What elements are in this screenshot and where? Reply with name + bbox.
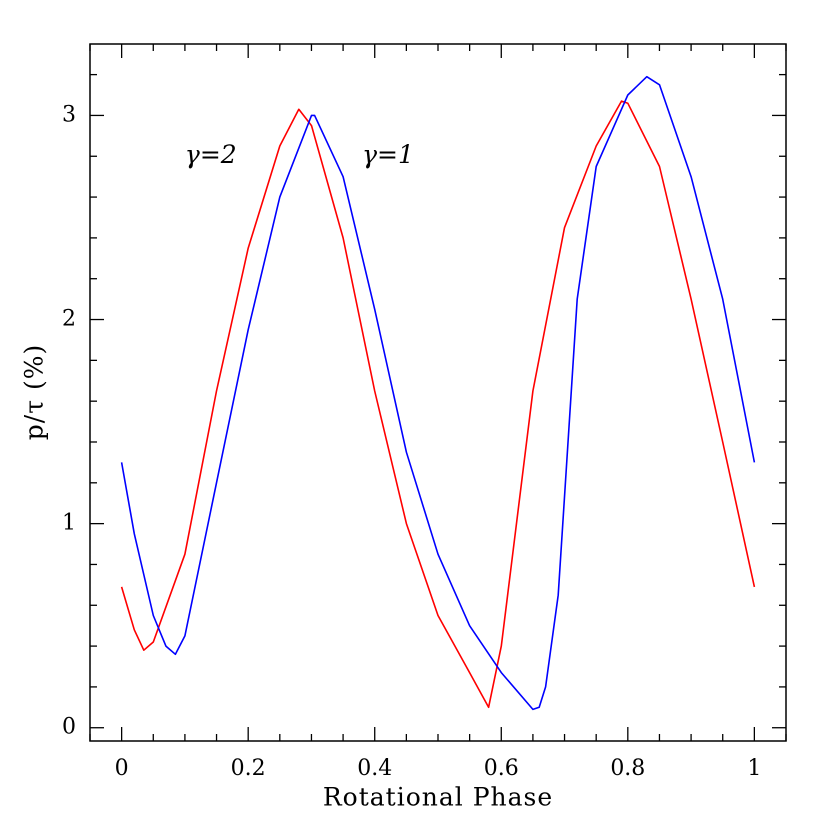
- x-tick-label: 0.8: [610, 756, 645, 781]
- x-tick-label: 0.4: [357, 756, 392, 781]
- y-tick-label: 3: [62, 102, 76, 127]
- x-tick-label: 1: [747, 756, 761, 781]
- data-line: [120, 75, 756, 711]
- y-axis-label: p/τ (%): [20, 344, 49, 440]
- y-tick-label: 1: [62, 511, 76, 536]
- annotation: γ=2: [185, 140, 237, 169]
- data-line: [120, 100, 756, 709]
- x-tick-label: 0.6: [484, 756, 519, 781]
- annotation: γ=1: [362, 140, 414, 169]
- y-tick-label: 0: [62, 715, 76, 740]
- y-tick-label: 2: [62, 307, 76, 332]
- x-tick-label: 0.2: [231, 756, 266, 781]
- x-tick-label: 0: [115, 756, 129, 781]
- x-axis-label: Rotational Phase: [323, 783, 553, 812]
